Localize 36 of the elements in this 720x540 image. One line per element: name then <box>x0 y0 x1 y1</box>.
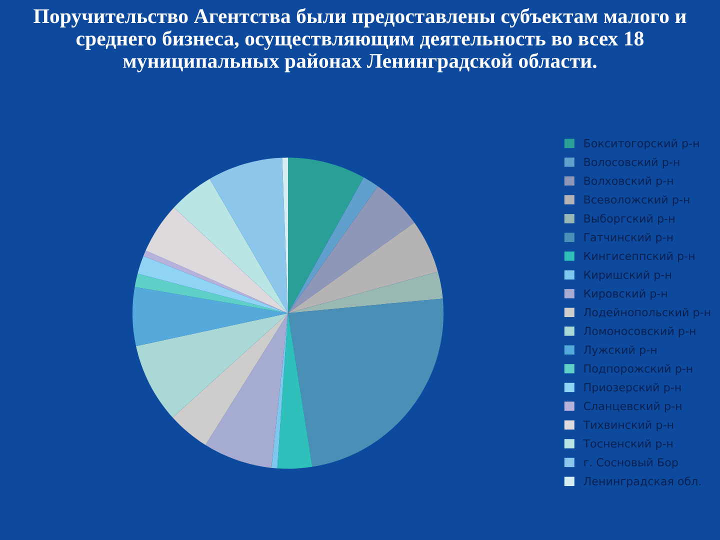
legend-label: Подпорожский р-н <box>584 364 692 375</box>
legend-label: Ломоносовский р-н <box>584 326 696 338</box>
pie-slice <box>271 313 288 468</box>
pie-slice <box>134 274 288 314</box>
legend-label: Тихвинский р-н <box>583 420 674 432</box>
legend-label: Волосовский р-н <box>584 158 680 168</box>
pie-slice <box>136 313 288 418</box>
legend-label: Лодейнопольский р-н <box>584 308 710 319</box>
pie-slice <box>277 313 312 469</box>
pie-slice <box>288 222 438 314</box>
pie-slice <box>288 272 443 314</box>
legend-label: Приозерский р-н <box>584 382 681 394</box>
legend-label: г. Сосновый Бор <box>584 458 678 469</box>
legend-label: Ленинградская обл. <box>584 476 701 488</box>
pie-slice <box>288 177 378 314</box>
pie-slice <box>132 286 288 346</box>
legend-label: Киришский р-н <box>584 270 671 282</box>
chart-title: Поручительство Агентства были предоставлены субъектам малого и среднего бизнеса, осуществляющим деятельность во всех 18 муниципальных районах Ленинградской области. <box>34 8 686 72</box>
pie-slice <box>146 207 288 314</box>
pie-slice <box>210 158 288 314</box>
pie-slice <box>172 313 288 446</box>
legend-label: Гатчинский р-н <box>584 232 673 244</box>
legend-label: Всеволожский р-н <box>584 195 690 206</box>
pie-slice <box>288 298 444 467</box>
legend-label: Волховский р-н <box>584 176 673 188</box>
legend-label: Выборгский р-н <box>584 214 674 225</box>
pie-slice <box>288 186 414 314</box>
legend-label: Сланцевский р-н <box>584 402 682 412</box>
pie-slice <box>174 178 288 314</box>
legend-label: Тосненский р-н <box>583 439 672 450</box>
legend-label: Кингисеппский р-н <box>584 252 694 262</box>
legend-label: Лужский р-н <box>584 345 656 356</box>
legend-label: Кировский р-н <box>584 289 667 300</box>
pie-slice <box>205 313 288 468</box>
pie-slice <box>288 158 364 314</box>
legend-label: Бокситогорский р-н <box>584 138 699 150</box>
